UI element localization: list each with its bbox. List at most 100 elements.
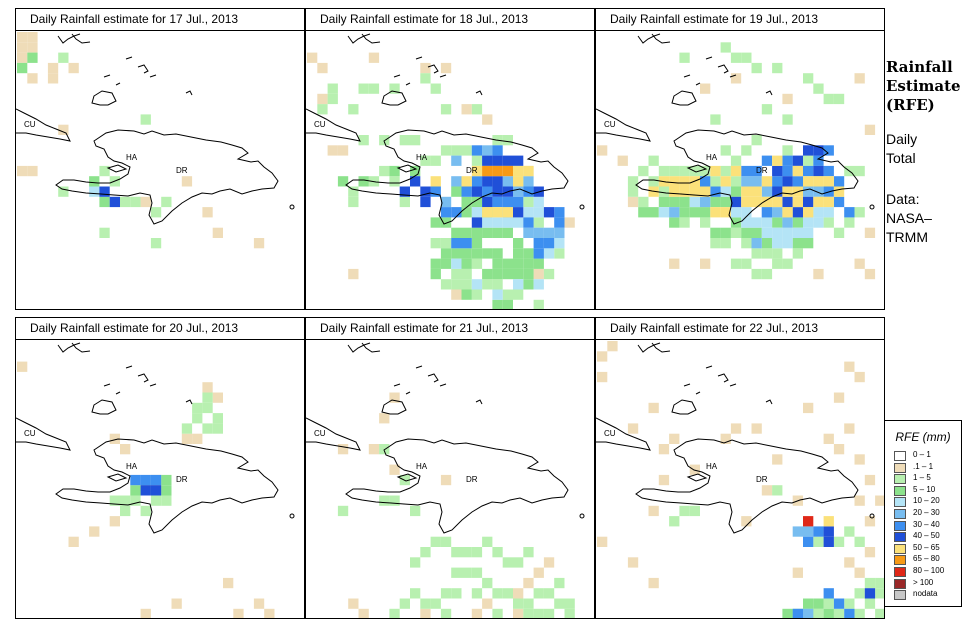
rainfall-cell xyxy=(471,186,483,197)
rainfall-cell xyxy=(875,577,884,589)
rainfall-cell xyxy=(864,547,876,558)
rainfall-cell xyxy=(772,62,783,74)
rainfall-cell xyxy=(679,52,690,63)
rainfall-cell xyxy=(492,196,503,208)
rainfall-cell xyxy=(772,227,783,238)
rainfall-cell xyxy=(161,474,172,486)
rainfall-cell xyxy=(161,196,172,208)
legend-label: 65 – 80 xyxy=(913,554,940,564)
country-label-dominican-republic: DR xyxy=(466,475,478,484)
legend-swatch xyxy=(894,474,906,485)
rainfall-cell xyxy=(253,238,265,249)
rainfall-map-svg: CU HA DR xyxy=(596,341,884,618)
rainfall-cell xyxy=(854,165,865,177)
rainfall-cell xyxy=(543,608,555,618)
rainfall-cell xyxy=(533,299,544,309)
rainfall-cell xyxy=(533,196,544,208)
rainfall-cell xyxy=(803,402,814,414)
rainfall-cell xyxy=(700,207,711,218)
rainfall-map: CU HA DR xyxy=(15,340,305,619)
rainfall-cell xyxy=(420,73,431,84)
rainfall-cell xyxy=(813,196,824,208)
coastline xyxy=(695,82,701,86)
rainfall-cell xyxy=(803,526,814,537)
rainfall-cell xyxy=(502,165,513,177)
rainfall-cell xyxy=(669,516,680,527)
rainfall-cell xyxy=(461,547,472,558)
rainfall-cell xyxy=(482,145,493,156)
rainfall-cell xyxy=(440,238,452,249)
coastline xyxy=(55,129,279,225)
coastline xyxy=(71,33,91,44)
rainfall-cell xyxy=(730,155,742,166)
country-label-cuba: CU xyxy=(24,120,36,129)
rainfall-cell xyxy=(564,598,575,609)
rainfall-cell xyxy=(99,165,110,177)
rainfall-cell xyxy=(627,186,639,197)
rainfall-cell xyxy=(617,155,628,166)
rainfall-cell xyxy=(368,444,380,455)
rainfall-cell xyxy=(68,536,79,547)
rainfall-cell xyxy=(461,176,472,187)
rainfall-cell xyxy=(461,227,472,238)
rainfall-cell xyxy=(513,155,524,166)
rainfall-cell xyxy=(792,165,803,177)
rainfall-cell xyxy=(751,423,762,434)
rainfall-cell xyxy=(844,526,855,537)
rainfall-cell xyxy=(803,598,814,609)
rainfall-cell xyxy=(648,402,659,414)
coastline xyxy=(103,383,111,387)
rainfall-cell xyxy=(337,505,349,517)
rainfall-cell xyxy=(741,145,752,156)
rainfall-cell xyxy=(854,371,865,383)
coastline xyxy=(345,438,569,534)
rainfall-cell xyxy=(502,289,513,300)
rainfall-cell xyxy=(875,495,884,506)
rainfall-cell xyxy=(648,176,659,187)
rainfall-cell xyxy=(700,186,711,197)
country-label-cuba: CU xyxy=(314,429,326,438)
rainfall-cell xyxy=(27,165,38,177)
rainfall-cell xyxy=(543,588,555,599)
rainfall-cell xyxy=(803,73,814,84)
map-panel-6: Daily Rainfall estimate for 22 Jul., 201… xyxy=(595,317,885,619)
rainfall-cell xyxy=(27,52,38,63)
rainfall-cell xyxy=(823,196,834,208)
rainfall-cell xyxy=(803,238,814,249)
rainfall-cell xyxy=(813,145,824,156)
legend-item: 0 – 1 xyxy=(894,450,960,462)
coastline xyxy=(16,108,71,142)
rainfall-cell xyxy=(761,268,773,280)
source-line-3: TRMM xyxy=(886,229,928,245)
rainfall-cell xyxy=(792,248,803,259)
rainfall-cell xyxy=(451,279,462,290)
rainfall-cell xyxy=(741,217,752,228)
rainfall-cell xyxy=(803,165,814,177)
rainfall-map-svg: CU HA DR xyxy=(16,342,295,618)
rainfall-cell xyxy=(803,608,814,618)
rainfall-cell xyxy=(461,258,472,269)
rainfall-cell xyxy=(47,62,59,74)
rainfall-cell xyxy=(181,176,193,187)
rainfall-cell xyxy=(761,207,773,218)
rainfall-cell xyxy=(471,258,483,269)
rainfall-cell xyxy=(492,155,503,166)
rainfall-cell xyxy=(502,176,513,187)
rainfall-cell xyxy=(823,93,834,105)
coastline xyxy=(396,473,418,482)
rainfall-cell xyxy=(399,135,410,146)
rainfall-cell xyxy=(120,495,131,506)
rainfall-cell xyxy=(471,238,483,249)
rainfall-cell xyxy=(813,526,824,537)
rainfall-cell xyxy=(461,567,472,578)
coastline xyxy=(361,342,381,353)
rainfall-cell xyxy=(854,536,865,547)
rainfall-cell xyxy=(689,505,700,517)
rainfall-cell xyxy=(17,62,28,74)
rainfall-cell xyxy=(782,196,793,208)
rainfall-cell xyxy=(782,258,793,269)
rainfall-cell xyxy=(720,42,731,53)
rainfall-cell xyxy=(875,608,884,618)
rainfall-cell xyxy=(761,227,773,238)
rainfall-cell xyxy=(844,217,855,228)
